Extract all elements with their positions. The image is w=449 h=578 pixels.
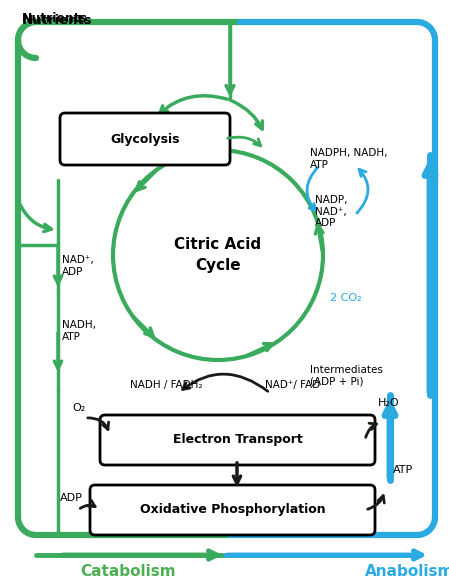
FancyBboxPatch shape [100, 415, 375, 465]
Text: Citric Acid
Cycle: Citric Acid Cycle [175, 237, 262, 273]
Text: Nutrients: Nutrients [22, 14, 92, 27]
Text: Oxidative Phosphorylation: Oxidative Phosphorylation [140, 503, 326, 517]
Text: 2 CO₂: 2 CO₂ [330, 293, 361, 303]
Text: ATP: ATP [393, 465, 413, 475]
Text: NADH,
ATP: NADH, ATP [62, 320, 96, 342]
Text: ADP: ADP [60, 493, 83, 503]
FancyBboxPatch shape [60, 113, 230, 165]
Text: NAD⁺/ FAD: NAD⁺/ FAD [265, 380, 320, 390]
Text: H₂O: H₂O [378, 398, 400, 408]
Text: Intermediates
(ADP + Pi): Intermediates (ADP + Pi) [310, 365, 383, 387]
Text: NADH / FADH₂: NADH / FADH₂ [130, 380, 202, 390]
Text: NADPH, NADH,
ATP: NADPH, NADH, ATP [310, 148, 387, 169]
Text: Nutrients: Nutrients [22, 12, 88, 25]
Text: NAD⁺,
ADP: NAD⁺, ADP [62, 255, 94, 277]
FancyBboxPatch shape [90, 485, 375, 535]
Ellipse shape [113, 150, 323, 360]
Text: NADP,
NAD⁺,
ADP: NADP, NAD⁺, ADP [315, 195, 348, 228]
Text: O₂: O₂ [72, 403, 85, 413]
Text: Anabolism: Anabolism [365, 565, 449, 578]
Text: Catabolism: Catabolism [80, 565, 176, 578]
Text: Electron Transport: Electron Transport [172, 434, 302, 446]
Text: Glycolysis: Glycolysis [110, 132, 180, 146]
